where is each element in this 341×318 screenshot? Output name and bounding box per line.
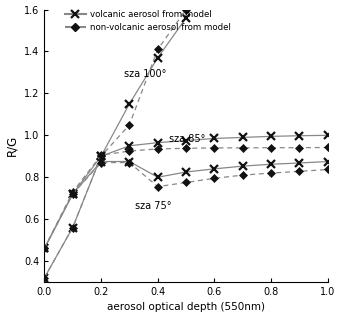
Text: sza 100°: sza 100° [124,69,166,79]
Legend: volcanic aerosol from model, non-volcanic aerosol from model: volcanic aerosol from model, non-volcani… [63,8,232,34]
Text: sza 85°: sza 85° [169,134,205,144]
X-axis label: aerosol optical depth (550nm): aerosol optical depth (550nm) [107,302,265,313]
Text: sza 75°: sza 75° [135,201,172,211]
Y-axis label: R/G: R/G [5,135,18,156]
